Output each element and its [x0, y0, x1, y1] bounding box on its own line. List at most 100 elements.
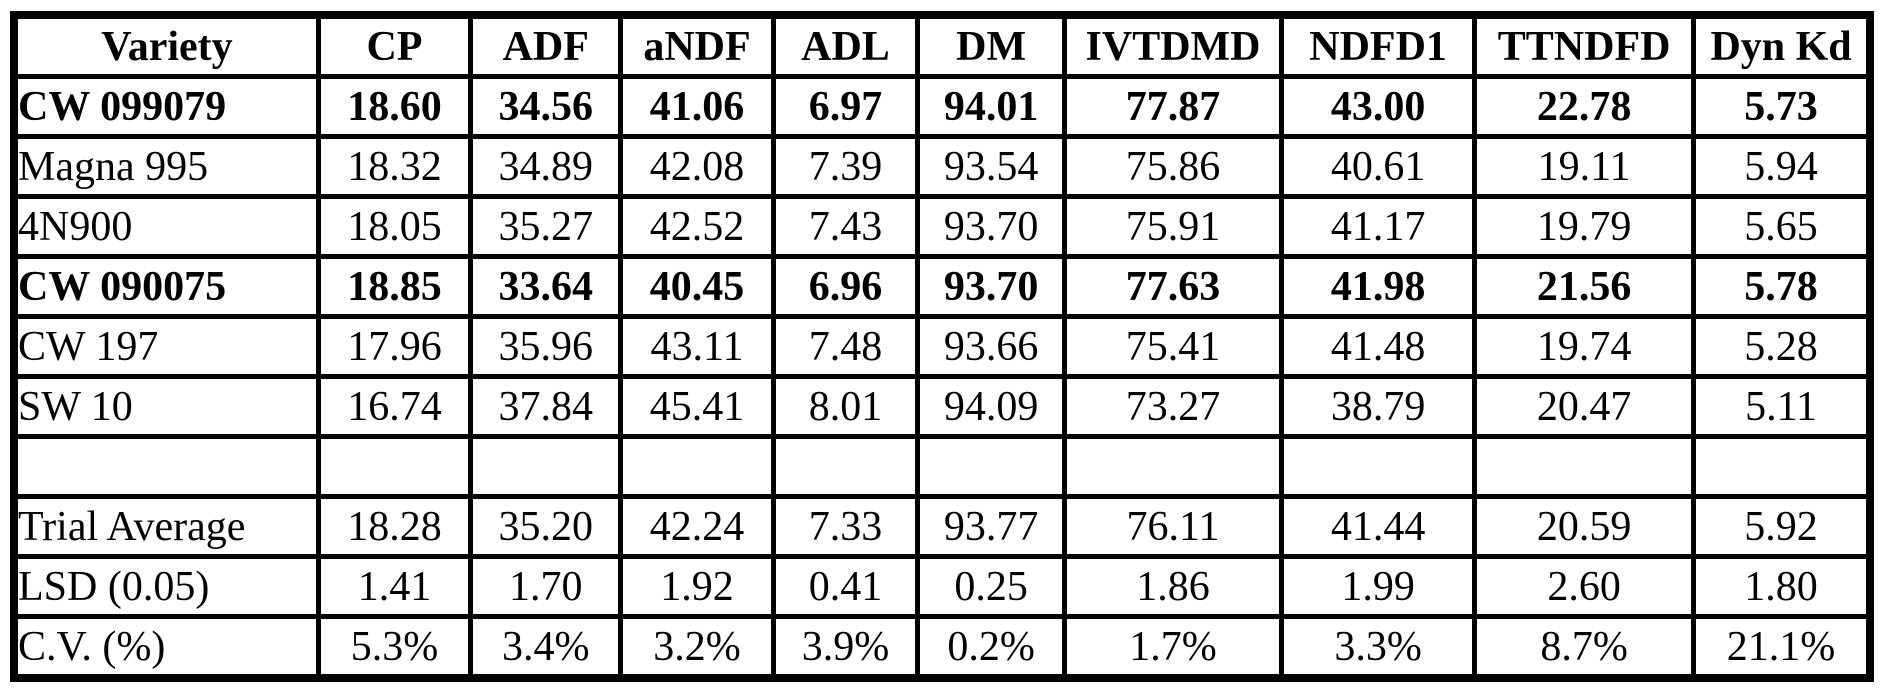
cell-value: 42.24 — [618, 494, 776, 559]
cell-value: 7.33 — [770, 494, 921, 559]
cell-value: 18.32 — [315, 134, 474, 199]
column-header-dyn-kd: Dyn Kd — [1691, 12, 1873, 79]
column-header-dm: DM — [915, 12, 1067, 79]
cell-variety: C.V. (%) — [11, 614, 321, 681]
cell-value: 75.41 — [1061, 314, 1285, 379]
cell-value: 5.94 — [1691, 134, 1873, 199]
cell-value: 19.11 — [1472, 134, 1697, 199]
cell-value: 33.64 — [468, 254, 624, 319]
cell-value: 40.61 — [1279, 134, 1478, 199]
column-header-ivtdmd: IVTDMD — [1061, 12, 1285, 79]
table-row: SW 10 16.74 37.84 45.41 8.01 94.09 73.27 38.79 2… — [11, 374, 1873, 439]
cell-value: 41.48 — [1279, 314, 1478, 379]
cell-value: 93.70 — [915, 254, 1067, 319]
cell-value: 41.17 — [1279, 194, 1478, 259]
cell-value: 18.28 — [315, 494, 474, 559]
cell-value: 7.43 — [770, 194, 921, 259]
cell-variety: CW 197 — [11, 314, 321, 379]
cell-value — [770, 434, 921, 499]
cell-value: 17.96 — [315, 314, 474, 379]
cell-value: 19.79 — [1472, 194, 1697, 259]
cell-value: 35.27 — [468, 194, 624, 259]
cell-value: 3.9% — [770, 614, 921, 681]
cell-value: 40.45 — [618, 254, 776, 319]
table-row-spacer — [11, 434, 1873, 499]
cell-value: 5.73 — [1691, 74, 1873, 139]
cell-value: 19.74 — [1472, 314, 1697, 379]
cell-value: 5.28 — [1691, 314, 1873, 379]
cell-value: 35.20 — [468, 494, 624, 559]
cell-value: 94.01 — [915, 74, 1067, 139]
cell-value: 75.91 — [1061, 194, 1285, 259]
cell-value: 20.59 — [1472, 494, 1697, 559]
cell-value: 41.06 — [618, 74, 776, 139]
cell-value: 45.41 — [618, 374, 776, 439]
cell-value: 43.11 — [618, 314, 776, 379]
table-row: Trial Average 18.28 35.20 42.24 7.33 93.77 76.… — [11, 494, 1873, 559]
cell-value: 42.52 — [618, 194, 776, 259]
table-row: CW 197 17.96 35.96 43.11 7.48 93.66 75.41 41.48… — [11, 314, 1873, 379]
cell-variety: Magna 995 — [11, 134, 321, 199]
cell-variety — [11, 434, 321, 499]
cell-value: 3.3% — [1279, 614, 1478, 681]
cell-value: 18.05 — [315, 194, 474, 259]
cell-value: 93.70 — [915, 194, 1067, 259]
cell-value: 73.27 — [1061, 374, 1285, 439]
cell-value: 2.60 — [1472, 554, 1697, 619]
cell-value: 75.86 — [1061, 134, 1285, 199]
cell-value: 93.77 — [915, 494, 1067, 559]
column-header-adf: ADF — [468, 12, 624, 79]
cell-value — [315, 434, 474, 499]
cell-value: 34.89 — [468, 134, 624, 199]
cell-value — [1061, 434, 1285, 499]
cell-value: 93.54 — [915, 134, 1067, 199]
cell-value: 34.56 — [468, 74, 624, 139]
cell-variety: Trial Average — [11, 494, 321, 559]
table-row: Magna 995 18.32 34.89 42.08 7.39 93.54 75.86 40… — [11, 134, 1873, 199]
cell-value: 1.70 — [468, 554, 624, 619]
cell-value: 1.92 — [618, 554, 776, 619]
table-row: LSD (0.05) 1.41 1.70 1.92 0.41 0.25 1.86 1.99 2.… — [11, 554, 1873, 619]
cell-value: 7.48 — [770, 314, 921, 379]
cell-value: 0.2% — [915, 614, 1067, 681]
cell-value: 5.11 — [1691, 374, 1873, 439]
cell-value: 93.66 — [915, 314, 1067, 379]
cell-value — [1279, 434, 1478, 499]
cell-value: 0.25 — [915, 554, 1067, 619]
cell-value: 0.41 — [770, 554, 921, 619]
cell-value: 6.97 — [770, 74, 921, 139]
cell-value: 1.7% — [1061, 614, 1285, 681]
cell-value: 18.85 — [315, 254, 474, 319]
cell-value: 1.99 — [1279, 554, 1478, 619]
column-header-variety: Variety — [11, 12, 321, 79]
cell-value: 5.3% — [315, 614, 474, 681]
cell-value: 7.39 — [770, 134, 921, 199]
table-row: C.V. (%) 5.3% 3.4% 3.2% 3.9% 0.2% 1.7% 3.3% 8.7%… — [11, 614, 1873, 681]
cell-value: 5.78 — [1691, 254, 1873, 319]
cell-value — [1472, 434, 1697, 499]
forage-quality-table-container: Variety CP ADF aNDF ADL DM IVTDMD NDFD1 … — [10, 11, 1874, 682]
column-header-andf: aNDF — [618, 12, 776, 79]
column-header-adl: ADL — [770, 12, 921, 79]
cell-value: 6.96 — [770, 254, 921, 319]
cell-value: 43.00 — [1279, 74, 1478, 139]
column-header-ttndfd: TTNDFD — [1472, 12, 1697, 79]
cell-value: 22.78 — [1472, 74, 1697, 139]
table-row: CW 090075 18.85 33.64 40.45 6.96 93.70 77.63 41… — [11, 254, 1873, 319]
cell-value: 37.84 — [468, 374, 624, 439]
table-header: Variety CP ADF aNDF ADL DM IVTDMD NDFD1 … — [11, 12, 1873, 79]
cell-value: 41.44 — [1279, 494, 1478, 559]
cell-value: 1.41 — [315, 554, 474, 619]
cell-variety: SW 10 — [11, 374, 321, 439]
cell-value: 20.47 — [1472, 374, 1697, 439]
cell-value: 35.96 — [468, 314, 624, 379]
header-row: Variety CP ADF aNDF ADL DM IVTDMD NDFD1 … — [11, 12, 1873, 79]
cell-value — [468, 434, 624, 499]
cell-value — [915, 434, 1067, 499]
cell-value: 16.74 — [315, 374, 474, 439]
column-header-ndfd1: NDFD1 — [1279, 12, 1478, 79]
cell-value: 5.92 — [1691, 494, 1873, 559]
cell-value: 1.86 — [1061, 554, 1285, 619]
cell-value: 94.09 — [915, 374, 1067, 439]
cell-value: 38.79 — [1279, 374, 1478, 439]
